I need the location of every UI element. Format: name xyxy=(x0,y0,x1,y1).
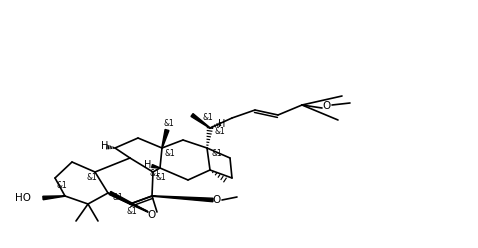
Polygon shape xyxy=(109,191,148,212)
Polygon shape xyxy=(152,164,160,168)
Text: H: H xyxy=(101,141,109,151)
Text: H: H xyxy=(218,119,226,129)
Text: O: O xyxy=(148,210,156,220)
Text: &1: &1 xyxy=(156,173,166,182)
Polygon shape xyxy=(162,129,169,148)
Text: &1: &1 xyxy=(150,168,161,178)
Text: H: H xyxy=(144,160,152,170)
Text: &1: &1 xyxy=(113,193,123,203)
Text: &1: &1 xyxy=(127,207,137,216)
Polygon shape xyxy=(152,196,213,202)
Polygon shape xyxy=(191,114,210,128)
Polygon shape xyxy=(43,196,65,200)
Text: &1: &1 xyxy=(215,126,225,135)
Text: &1: &1 xyxy=(87,174,98,183)
Text: &1: &1 xyxy=(203,114,213,123)
Text: &1: &1 xyxy=(56,182,67,190)
Text: HO: HO xyxy=(15,193,31,203)
Text: O: O xyxy=(323,101,331,111)
Text: &1: &1 xyxy=(164,149,175,157)
Text: &1: &1 xyxy=(212,149,222,157)
Text: O: O xyxy=(213,195,221,205)
Text: &1: &1 xyxy=(163,120,174,128)
